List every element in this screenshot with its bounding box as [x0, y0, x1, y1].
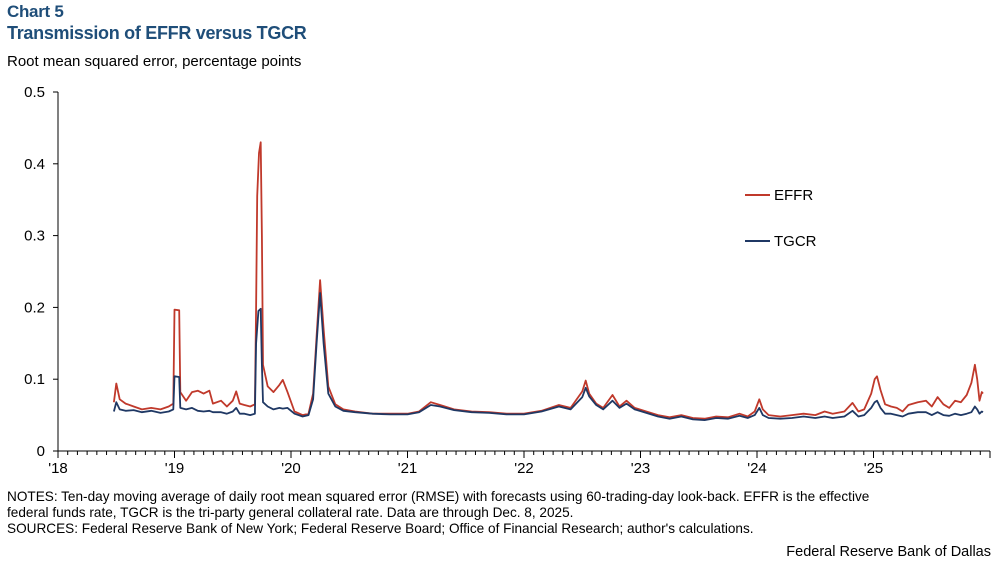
x-tick-label: '20 [281, 460, 301, 477]
notes-line-1: NOTES: Ten-day moving average of daily r… [7, 489, 870, 504]
y-tick-label: 0.4 [24, 156, 45, 173]
chart-notes: NOTES: Ten-day moving average of daily r… [7, 489, 992, 537]
notes-line-2: federal funds rate, TGCR is the tri-part… [7, 505, 574, 520]
series-line-tgcr [113, 292, 984, 421]
y-tick-label: 0.3 [24, 228, 45, 245]
x-tick-label: '21 [398, 460, 418, 477]
series-lines [113, 141, 984, 421]
sources-line: SOURCES: Federal Reserve Bank of New Yor… [7, 521, 754, 536]
y-axis-unit-label: Root mean squared error, percentage poin… [7, 53, 302, 70]
series-line-effr [113, 141, 984, 420]
x-tick-label: '23 [631, 460, 651, 477]
x-tick-label: '22 [514, 460, 534, 477]
x-tick-label: '24 [747, 460, 767, 477]
y-tick-label: 0 [37, 443, 45, 460]
x-tick-label: '19 [165, 460, 185, 477]
x-tick-label: '18 [48, 460, 68, 477]
legend: EFFR TGCR [745, 187, 817, 250]
publisher-credit: Federal Reserve Bank of Dallas [786, 544, 991, 560]
chart-number: Chart 5 [7, 2, 64, 21]
chart-title: Transmission of EFFR versus TGCR [7, 23, 307, 43]
y-tick-label: 0.1 [24, 371, 45, 388]
y-tick-label: 0.2 [24, 299, 45, 316]
axes: 0 0.1 0.2 0.3 0.4 0.5 '18 '19 '20 '21 '22 '23 '24 '25 [24, 84, 991, 477]
legend-label-effr: EFFR [774, 187, 813, 204]
legend-label-tgcr: TGCR [774, 233, 817, 250]
y-tick-label: 0.5 [24, 84, 45, 101]
x-tick-label: '25 [864, 460, 884, 477]
